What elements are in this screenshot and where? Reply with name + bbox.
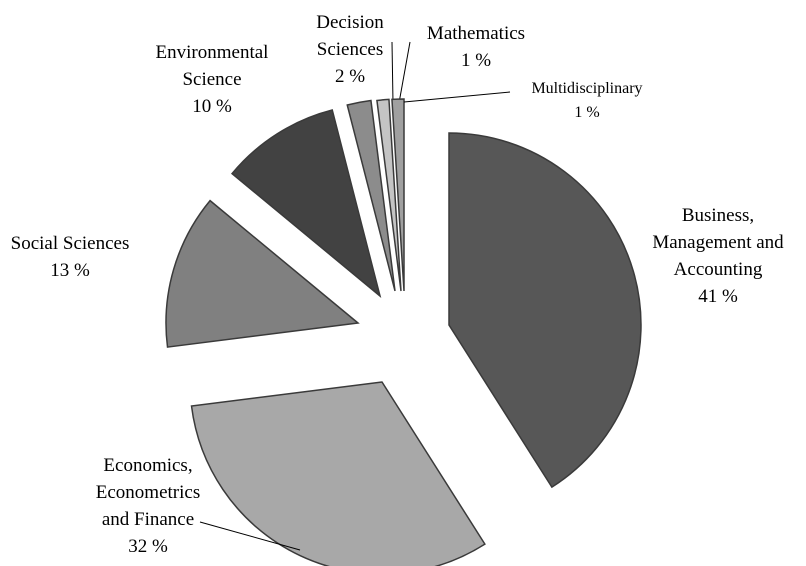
- slice-label: Economics, Econometrics and Finance 32 %: [81, 452, 216, 560]
- slice-label: Mathematics 1 %: [406, 20, 546, 74]
- value-label: 1 %: [574, 104, 600, 121]
- category-label: Social Sciences: [10, 233, 130, 254]
- category-label: Economics, Econometrics and Finance: [95, 455, 201, 530]
- pie-slice: [346, 99, 396, 292]
- leader-line: [199, 521, 301, 551]
- pie-slice: [190, 381, 486, 566]
- category-label: Business, Management and Accounting: [652, 205, 784, 280]
- value-label: 41 %: [698, 286, 738, 307]
- pie-slice: [376, 98, 402, 292]
- slice-label: Decision Sciences 2 %: [298, 9, 403, 90]
- pie-slice: [165, 199, 360, 348]
- category-label: Environmental Science: [155, 42, 269, 90]
- slice-label: Social Sciences 13 %: [0, 230, 170, 284]
- category-label: Multidisciplinary: [531, 80, 643, 97]
- slice-label: Multidisciplinary 1 %: [507, 77, 667, 125]
- value-label: 2 %: [334, 66, 366, 87]
- leader-line: [403, 91, 511, 103]
- value-label: 13 %: [50, 260, 90, 281]
- pie-slice: [391, 98, 405, 292]
- category-label: Decision Sciences: [316, 12, 384, 60]
- slice-label: Environmental Science 10 %: [142, 39, 282, 120]
- pie-slice: [448, 132, 642, 489]
- value-label: 1 %: [460, 50, 492, 71]
- leader-line: [391, 41, 394, 104]
- value-label: 10 %: [192, 96, 232, 117]
- category-label: Mathematics: [426, 23, 526, 44]
- pie-slice: [231, 109, 382, 299]
- value-label: 32 %: [128, 536, 168, 557]
- slice-label: Business, Management and Accounting 41 %: [643, 202, 793, 310]
- leader-line: [398, 41, 411, 104]
